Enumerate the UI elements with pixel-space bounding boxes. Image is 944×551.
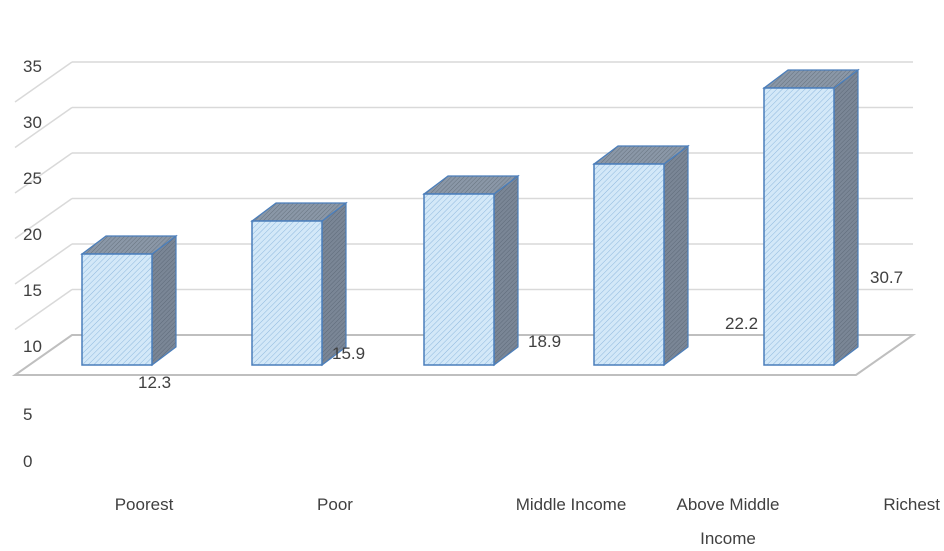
bar-side: [833, 68, 859, 367]
category-label: Above Middle: [676, 495, 779, 514]
bar-front: [593, 163, 665, 366]
bar-side: [151, 234, 177, 367]
data-label: 15.9: [332, 344, 365, 363]
bar: [250, 201, 348, 367]
bar: [422, 174, 520, 367]
data-label: 30.7: [870, 268, 903, 287]
gridline-side: [14, 288, 73, 331]
data-label: 18.9: [528, 332, 561, 351]
bar-front: [423, 193, 495, 366]
category-label: Poor: [317, 495, 353, 514]
gridline-side: [14, 152, 73, 194]
y-tick-label: 5: [23, 405, 32, 424]
bar: [762, 68, 860, 367]
category-label: Middle Income: [516, 495, 627, 514]
y-axis-ticks: 0 5 10 15 20 25 30 35: [23, 57, 42, 471]
bar-side: [493, 174, 519, 367]
gridline-side: [14, 243, 73, 285]
bar-front: [251, 220, 323, 366]
gridline-side: [14, 197, 73, 240]
bar-side: [663, 144, 689, 367]
category-label: Poorest: [115, 495, 174, 514]
y-tick-label: 35: [23, 57, 42, 76]
y-tick-label: 20: [23, 225, 42, 244]
bar: [592, 144, 690, 367]
bar-front: [763, 87, 835, 366]
data-labels: 12.3 15.9 18.9 22.2 30.7: [138, 268, 903, 392]
y-tick-label: 0: [23, 452, 32, 471]
y-tick-label: 25: [23, 169, 42, 188]
data-label: 22.2: [725, 314, 758, 333]
gridline-side: [14, 106, 73, 149]
y-tick-label: 30: [23, 113, 42, 132]
x-axis-categories: Poorest Poor Middle Income Above Middle Inco…: [115, 495, 941, 548]
category-label: Income: [700, 529, 756, 548]
bar: [80, 234, 178, 367]
bar-side: [321, 201, 347, 367]
data-label: 12.3: [138, 373, 171, 392]
y-tick-label: 10: [23, 337, 42, 356]
bar-front: [81, 253, 153, 366]
bars: [80, 68, 860, 367]
y-tick-label: 15: [23, 281, 42, 300]
gridline-side: [14, 61, 73, 103]
category-label: Richest: [883, 495, 940, 514]
